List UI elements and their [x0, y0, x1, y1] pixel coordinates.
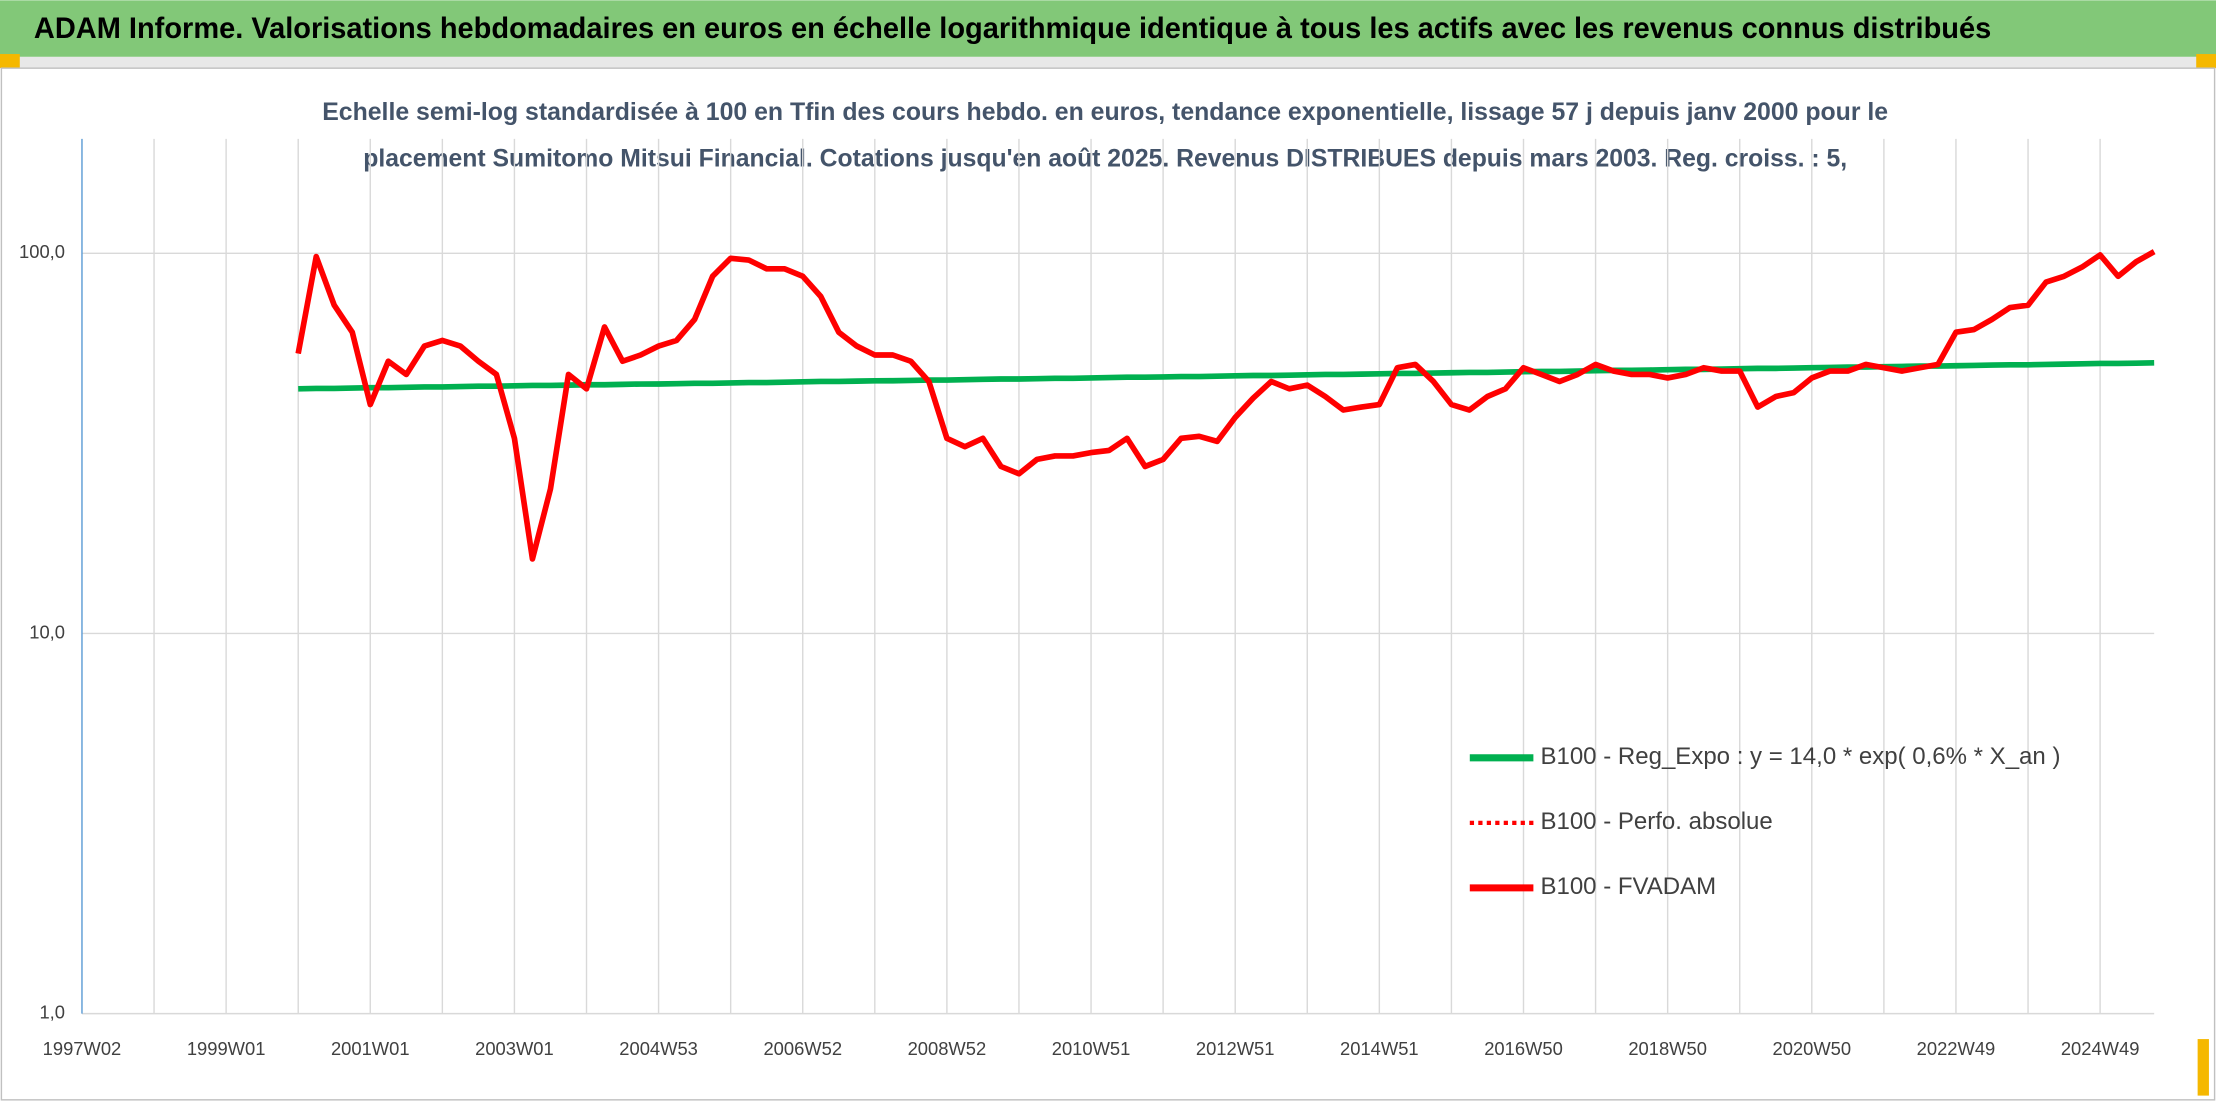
series-line: [298, 360, 2155, 392]
x-tick-label: 2018W50: [1628, 1038, 1707, 1059]
x-tick-label: 2003W01: [475, 1038, 554, 1059]
chart-subtitle: placement Sumitomo Mitsui Financial. Cot…: [363, 145, 1847, 173]
x-tick-label: 1997W02: [43, 1038, 122, 1059]
x-tick-label: 2006W52: [763, 1038, 842, 1059]
page-title: ADAM Informe. Valorisations hebdomadaire…: [34, 12, 1991, 45]
corner-marker: [2197, 1039, 2209, 1096]
x-tick-label: 2016W50: [1484, 1038, 1563, 1059]
x-tick-label: 2014W51: [1340, 1038, 1419, 1059]
header-shadow: [0, 56, 2216, 69]
header-bar: [0, 0, 2216, 57]
y-tick-label: 10,0: [29, 621, 65, 642]
corner-marker: [2196, 54, 2216, 69]
x-tick-label: 2022W49: [1917, 1038, 1996, 1059]
legend: B100 - Reg_Expo : y = 14,0 * exp( 0,6% *…: [1469, 743, 2060, 900]
series-line: [295, 249, 2156, 562]
x-tick-label: 2010W51: [1052, 1038, 1131, 1059]
legend-label: B100 - FVADAM: [1540, 873, 1716, 900]
grid: 1,0 10,0 100,0 1997W02 1999W01 2001W01 2003W01…: [19, 138, 2155, 1059]
x-tick-label: 2001W01: [331, 1038, 410, 1059]
plot: [295, 249, 2156, 562]
x-tick-label: 2012W51: [1196, 1038, 1275, 1059]
legend-label: B100 - Reg_Expo : y = 14,0 * exp( 0,6% *…: [1540, 743, 2060, 770]
x-tick-label: 1999W01: [187, 1038, 266, 1059]
x-tick-label: 2024W49: [2061, 1038, 2140, 1059]
chart-border: [0, 67, 2216, 1101]
corner-marker: [0, 54, 20, 69]
x-tick-label: 2020W50: [1773, 1038, 1852, 1059]
x-tick-label: 2008W52: [908, 1038, 987, 1059]
legend-label: B100 - Perfo. absolue: [1540, 808, 1772, 835]
y-tick-label: 1,0: [39, 1001, 65, 1022]
y-tick-label: 100,0: [19, 241, 65, 262]
chart-subtitle: Echelle semi-log standardisée à 100 en T…: [322, 98, 1888, 126]
x-tick-label: 2004W53: [619, 1038, 698, 1059]
